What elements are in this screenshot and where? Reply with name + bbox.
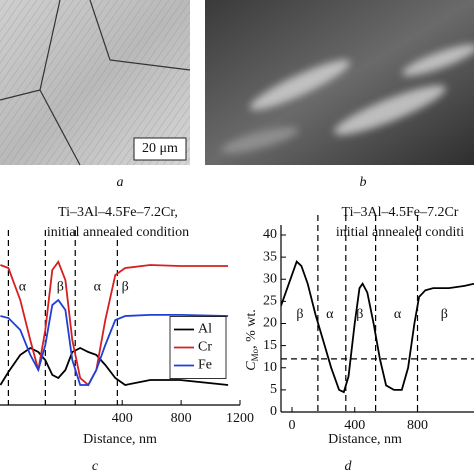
phase-label: α xyxy=(19,279,27,294)
y-tick-label: 30 xyxy=(263,271,277,286)
y-tick-label: 40 xyxy=(263,227,277,242)
scale-bar-label: 20 μm xyxy=(142,141,178,156)
data-line xyxy=(0,346,229,386)
phase-label: α xyxy=(326,307,334,322)
x-tick-label: 800 xyxy=(171,411,192,426)
x-axis-label: Distance, nm xyxy=(83,432,157,447)
y-tick-label: 20 xyxy=(263,316,277,331)
chart-subtitle: initial annealed condition xyxy=(47,225,189,240)
y-axis-label-part: , % wt. xyxy=(244,309,259,349)
micrograph-a: 20 μm xyxy=(0,0,191,166)
micrograph-b xyxy=(205,0,474,165)
y-tick-label: 5 xyxy=(270,382,277,397)
x-tick-label: 800 xyxy=(407,418,428,433)
data-line xyxy=(0,260,229,387)
y-tick-label: 35 xyxy=(263,249,277,264)
phase-label: β xyxy=(441,307,448,322)
x-tick-label: 0 xyxy=(288,418,295,433)
panel-label: a xyxy=(117,175,124,190)
legend-label: Fe xyxy=(198,358,212,373)
y-axis-label-part: Mo xyxy=(250,348,260,361)
panel-label: b xyxy=(360,175,367,190)
y-axis-label: CMo, % wt. xyxy=(244,309,260,371)
data-line xyxy=(281,260,474,394)
y-axis-label-part: C xyxy=(244,361,259,371)
phase-label: α xyxy=(94,279,102,294)
phase-label: α xyxy=(394,307,402,322)
charts: Ti–3Al–4.5Fe–7.2Cr, initial annealed cond… xyxy=(0,205,474,447)
y-tick-label: 0 xyxy=(270,404,277,419)
data-line xyxy=(0,298,229,386)
phase-label: β xyxy=(122,279,129,294)
y-tick-label: 15 xyxy=(263,338,277,353)
panel-label: d xyxy=(345,459,353,474)
chart-title: Ti–3Al–4.5Fe–7.2Cr xyxy=(342,205,459,220)
x-tick-label: 400 xyxy=(344,418,365,433)
chart-title: Ti–3Al–4.5Fe–7.2Cr, xyxy=(58,205,178,220)
y-tick-label: 25 xyxy=(263,294,277,309)
x-axis-label: Distance, nm xyxy=(328,432,402,447)
legend-label: Al xyxy=(198,322,212,337)
phase-label: β xyxy=(296,307,303,322)
panel-label: c xyxy=(92,459,99,474)
chart-subtitle: initial annealed conditi xyxy=(336,225,464,240)
x-tick-label: 400 xyxy=(112,411,133,426)
y-tick-label: 10 xyxy=(263,360,277,375)
legend-label: Cr xyxy=(198,340,212,355)
x-tick-label: 1200 xyxy=(226,411,254,426)
phase-label: β xyxy=(356,307,363,322)
phase-label: β xyxy=(57,279,64,294)
